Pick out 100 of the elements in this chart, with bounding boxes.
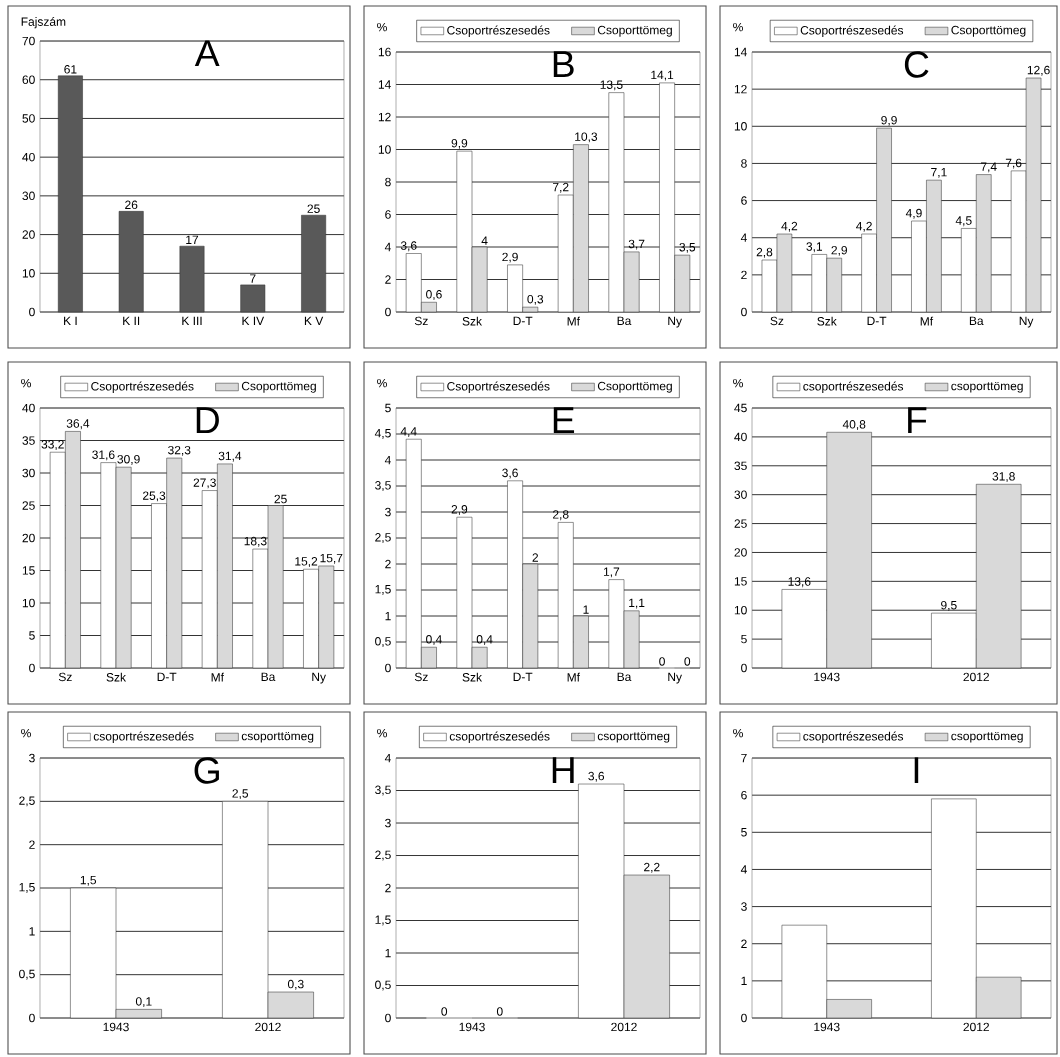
legend-label: Csoportrészesedés xyxy=(91,381,194,393)
x-tick-label: Szk xyxy=(462,672,483,682)
data-label: 0,4 xyxy=(426,635,442,645)
data-label: 4,4 xyxy=(400,427,417,437)
x-tick-label: Ba xyxy=(617,672,632,682)
y-tick-label: 8 xyxy=(741,159,747,168)
y-tick-label: 0,5 xyxy=(375,637,391,647)
legend-label: csoporttömeg xyxy=(951,381,1023,393)
x-tick-label: Ny xyxy=(668,316,682,328)
x-tick-label: K IV xyxy=(242,316,265,325)
data-label: 25,3 xyxy=(142,491,166,502)
data-label: 2,8 xyxy=(553,510,569,521)
y-tick-label: 2,5 xyxy=(375,850,391,861)
y-tick-label: 40 xyxy=(22,403,35,413)
data-label: 1,1 xyxy=(629,598,645,609)
y-tick-label: 4 xyxy=(384,455,391,465)
data-label: 9,9 xyxy=(881,115,897,126)
y-tick-label: 2 xyxy=(385,883,391,893)
x-tick-label: K II xyxy=(123,316,140,325)
y-tick-label: 70 xyxy=(22,36,35,46)
y-tick-label: 5 xyxy=(385,403,391,413)
chart-title: I xyxy=(914,757,919,784)
y-tick-label: 0 xyxy=(741,307,747,317)
legend-label: Csoportrészesedés xyxy=(447,381,550,393)
data-label: 3,5 xyxy=(679,242,696,253)
y-tick-label: 2 xyxy=(385,275,391,284)
y-tick-label: 6 xyxy=(741,790,747,800)
y-axis-title: % xyxy=(733,728,743,738)
chart-title: H xyxy=(552,757,574,784)
y-tick-label: 4 xyxy=(740,233,747,242)
x-tick-label: 1943 xyxy=(814,1022,840,1032)
data-label: 33,2 xyxy=(41,440,64,450)
data-label: 12,6 xyxy=(1027,65,1050,76)
data-label: 15,2 xyxy=(295,557,318,567)
y-tick-label: 5 xyxy=(741,634,747,644)
y-tick-label: 1 xyxy=(385,611,391,621)
y-tick-label: 4,5 xyxy=(374,429,391,439)
data-label: 0,3 xyxy=(527,294,544,305)
y-tick-label: 4 xyxy=(740,865,747,874)
y-tick-label: 30 xyxy=(22,191,35,201)
legend-label: csoporttömeg xyxy=(241,731,314,743)
x-tick-label: Ny xyxy=(1019,316,1034,328)
data-label: 31,4 xyxy=(218,451,242,462)
data-label: 2,8 xyxy=(756,247,773,258)
legend-label: Csoportrészesedés xyxy=(447,25,550,37)
x-tick-label: 2012 xyxy=(611,1022,637,1032)
data-label: 40,8 xyxy=(842,420,866,431)
y-tick-label: 40 xyxy=(22,152,35,162)
legend-label: csoportrészesedés xyxy=(449,731,550,743)
y-tick-label: 5 xyxy=(741,828,747,837)
x-tick-label: Szk xyxy=(106,672,127,682)
y-tick-label: 50 xyxy=(22,114,35,123)
y-tick-label: 3 xyxy=(741,902,747,911)
y-tick-label: 0 xyxy=(385,307,391,317)
y-tick-label: 0 xyxy=(29,663,35,673)
legend-label: csoporttömeg xyxy=(951,731,1023,743)
data-label: 3,1 xyxy=(806,242,823,253)
y-tick-label: 1,5 xyxy=(19,883,35,893)
x-tick-label: Sz xyxy=(414,316,428,326)
y-tick-label: 0 xyxy=(741,663,747,673)
data-label: 0 xyxy=(496,1007,503,1016)
y-tick-label: 2 xyxy=(29,840,35,849)
data-label: 0,6 xyxy=(426,290,442,300)
data-label: 26 xyxy=(125,200,138,210)
legend-label: csoportrészesedés xyxy=(803,731,904,743)
data-label: 31,6 xyxy=(92,450,115,461)
data-label: 7,2 xyxy=(553,182,569,193)
x-tick-label: D-T xyxy=(513,316,533,325)
y-tick-label: 14 xyxy=(378,80,391,89)
y-tick-label: 4 xyxy=(384,753,391,763)
x-tick-label: Ba xyxy=(261,672,276,682)
data-label: 2 xyxy=(532,553,538,562)
y-tick-label: 10 xyxy=(734,122,747,131)
data-label: 3,6 xyxy=(400,241,417,252)
y-tick-label: 40 xyxy=(734,432,747,442)
y-axis-title: Fajszám xyxy=(21,16,66,29)
y-tick-label: 3 xyxy=(385,507,391,517)
x-tick-label: Ba xyxy=(617,316,632,326)
legend-label: csoporttömeg xyxy=(597,731,670,743)
x-tick-label: Ba xyxy=(969,316,984,326)
data-label: 0 xyxy=(684,657,691,666)
y-tick-label: 20 xyxy=(22,533,35,543)
x-tick-label: 1943 xyxy=(103,1022,129,1032)
y-tick-label: 7 xyxy=(741,753,747,763)
y-axis-title: % xyxy=(733,22,743,32)
x-tick-label: Mf xyxy=(211,672,225,682)
y-tick-label: 2 xyxy=(385,559,391,569)
legend-label: Csoporttömeg xyxy=(597,25,672,37)
y-axis-title: % xyxy=(377,22,387,32)
y-tick-label: 10 xyxy=(22,269,35,278)
y-tick-label: 10 xyxy=(734,605,747,615)
data-label: 9,9 xyxy=(451,138,468,149)
x-tick-label: Sz xyxy=(414,672,428,682)
data-label: 15,7 xyxy=(320,553,343,564)
x-tick-label: 2012 xyxy=(963,1022,989,1032)
data-label: 0,1 xyxy=(135,997,152,1008)
y-tick-label: 16 xyxy=(378,47,391,57)
chart-title: G xyxy=(194,757,219,784)
data-label: 4,2 xyxy=(856,221,872,232)
data-label: 1,7 xyxy=(603,567,620,578)
